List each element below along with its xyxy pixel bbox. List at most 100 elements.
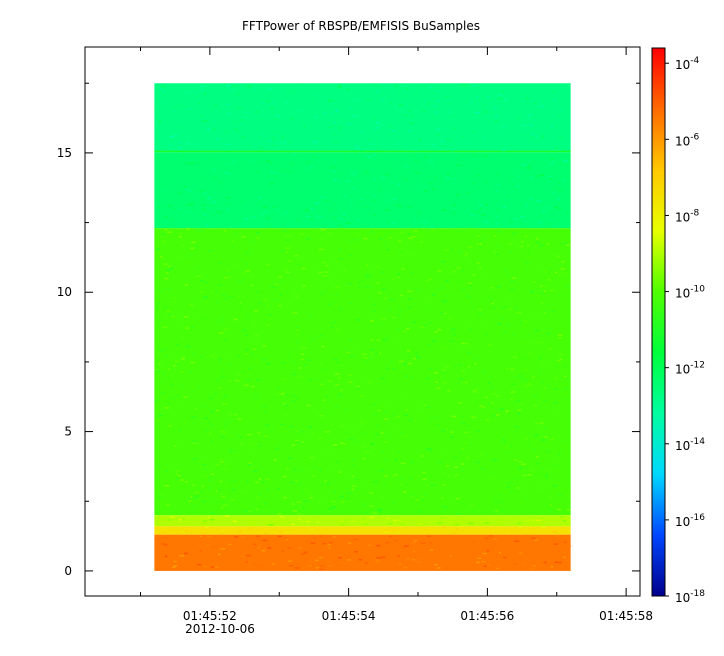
speckle <box>407 130 412 133</box>
speckle <box>245 263 248 265</box>
speckle <box>483 137 486 139</box>
speckle <box>199 550 203 552</box>
speckle <box>472 85 476 87</box>
speckle <box>242 272 245 274</box>
speckle <box>444 567 450 569</box>
speckle <box>545 315 550 318</box>
speckle <box>521 321 524 323</box>
speckle <box>246 433 252 436</box>
speckle <box>550 566 554 568</box>
speckle <box>286 557 290 559</box>
speckle <box>470 98 473 100</box>
speckle <box>549 496 553 498</box>
speckle <box>269 229 272 231</box>
speckle <box>433 105 437 107</box>
speckle <box>381 288 386 290</box>
speckle <box>533 137 536 140</box>
speckle <box>369 286 372 289</box>
spectrogram-band-2 <box>154 228 571 516</box>
speckle <box>472 182 476 185</box>
speckle <box>462 143 465 145</box>
speckle <box>395 172 399 174</box>
speckle <box>344 158 349 160</box>
speckle <box>199 286 204 289</box>
speckle <box>552 98 557 101</box>
speckle <box>195 320 200 322</box>
speckle <box>431 294 437 296</box>
speckle <box>241 278 245 280</box>
speckle <box>171 351 174 354</box>
speckle <box>556 208 562 210</box>
speckle <box>556 360 560 362</box>
speckle <box>192 185 196 187</box>
speckle <box>373 178 376 180</box>
speckle <box>245 204 251 206</box>
speckle <box>427 102 431 104</box>
speckle <box>500 185 504 187</box>
speckle <box>364 357 369 359</box>
speckle <box>481 103 485 105</box>
speckle <box>357 528 361 531</box>
speckle <box>299 547 302 549</box>
speckle <box>176 494 179 497</box>
speckle <box>285 271 290 274</box>
speckle <box>190 193 193 195</box>
speckle <box>218 489 221 491</box>
speckle <box>508 243 512 245</box>
speckle <box>445 176 449 179</box>
speckle <box>352 459 356 461</box>
speckle <box>170 383 173 386</box>
speckle <box>460 381 464 384</box>
speckle <box>235 495 239 497</box>
speckle <box>490 246 493 248</box>
speckle <box>476 186 479 189</box>
speckle <box>407 362 413 365</box>
speckle <box>287 343 293 346</box>
speckle <box>162 531 166 533</box>
speckle <box>226 269 231 272</box>
speckle <box>192 505 196 507</box>
speckle <box>435 327 441 329</box>
speckle <box>257 444 262 446</box>
speckle <box>316 201 321 204</box>
speckle <box>223 394 228 397</box>
speckle <box>470 443 474 445</box>
speckle <box>414 149 419 152</box>
speckle <box>245 334 249 336</box>
speckle <box>234 128 238 130</box>
speckle <box>306 379 311 382</box>
speckle <box>261 549 266 552</box>
speckle <box>171 136 174 139</box>
speckle <box>264 346 267 349</box>
speckle <box>363 433 367 435</box>
speckle <box>328 243 334 245</box>
speckle <box>550 91 556 94</box>
speckle <box>436 92 439 94</box>
speckle <box>256 178 259 180</box>
speckle <box>394 532 400 534</box>
speckle <box>446 173 451 175</box>
speckle <box>394 280 398 283</box>
speckle <box>444 301 449 303</box>
speckle <box>210 410 214 413</box>
speckle <box>421 496 426 499</box>
speckle <box>547 348 552 350</box>
speckle <box>429 230 435 232</box>
speckle <box>254 360 257 362</box>
speckle <box>298 185 301 188</box>
speckle <box>388 231 394 234</box>
speckle <box>169 294 174 296</box>
speckle <box>188 500 192 502</box>
y-tick-label: 0 <box>64 564 72 578</box>
speckle <box>548 110 552 112</box>
speckle <box>306 404 311 407</box>
speckle <box>254 393 258 396</box>
speckle <box>165 272 169 274</box>
speckle <box>241 535 246 537</box>
speckle <box>154 369 160 371</box>
speckle <box>330 326 334 328</box>
speckle <box>273 299 279 301</box>
speckle <box>484 221 489 223</box>
speckle <box>337 127 342 129</box>
